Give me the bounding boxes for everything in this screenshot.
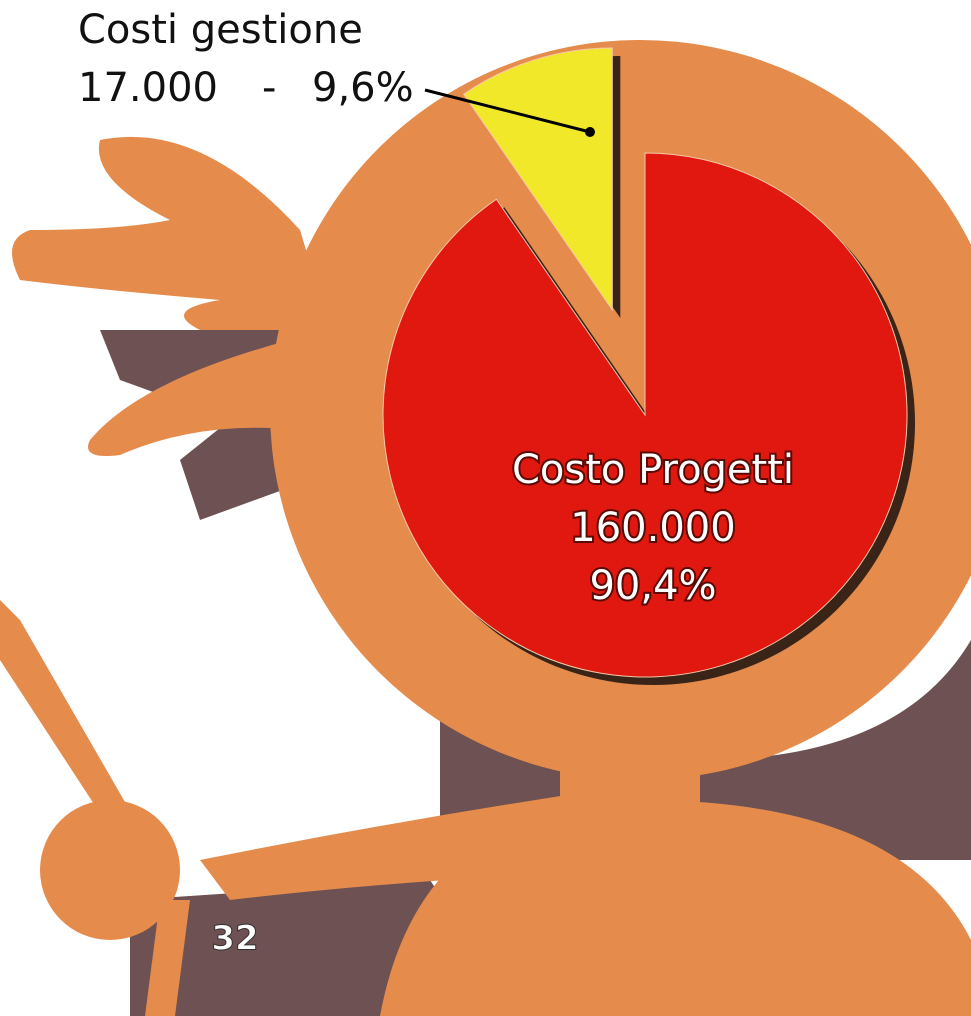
value-label: 17.000 bbox=[78, 65, 218, 111]
percent-label: 9,6% bbox=[312, 65, 414, 111]
value-label: 160.000 bbox=[570, 505, 735, 551]
percent-label: 90,4% bbox=[589, 563, 716, 609]
page: 32 Costi gestione 17.000-9,6% Costo Proget… bbox=[0, 0, 971, 1016]
page-number: 32 bbox=[211, 919, 258, 959]
separator: - bbox=[262, 65, 276, 111]
slice-label: Costi gestione bbox=[78, 7, 363, 53]
slice-label: Costo Progetti bbox=[512, 447, 794, 493]
leader-dot bbox=[585, 127, 595, 137]
